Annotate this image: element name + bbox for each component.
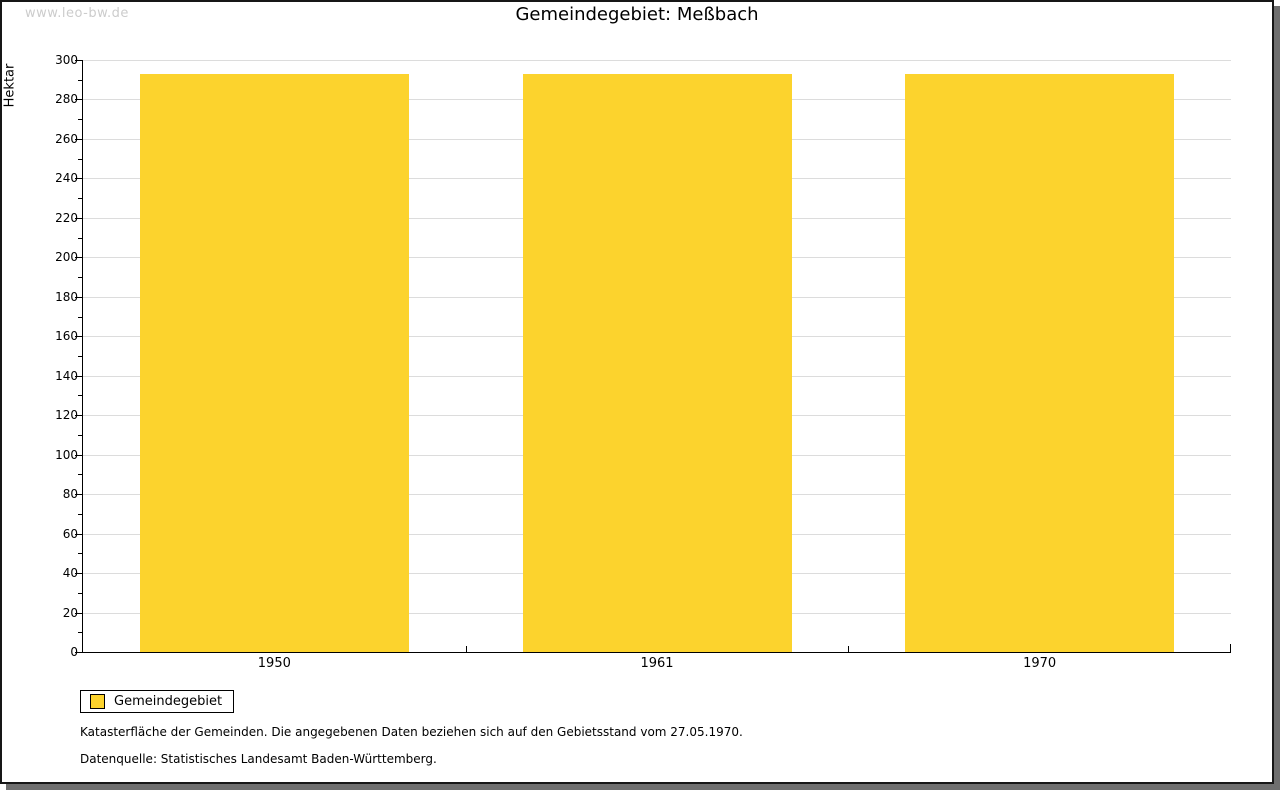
y-axis-major-tick [75, 415, 83, 417]
y-axis-major-tick [75, 217, 83, 219]
y-axis-major-tick [75, 494, 83, 496]
y-axis-tick-label: 140 [55, 368, 78, 383]
y-axis-tick-label: 240 [55, 171, 78, 186]
footer-note: Katasterfläche der Gemeinden. Die angege… [80, 725, 743, 739]
y-axis-tick-label: 60 [62, 526, 78, 541]
y-axis-major-tick [75, 336, 83, 338]
x-axis-boundary-tick [848, 646, 850, 652]
y-axis-tick-label: 0 [70, 645, 78, 659]
y-axis-major-tick [75, 533, 83, 535]
chart-title: Gemeindegebiet: Meßbach [515, 4, 759, 25]
x-axis-tick-label: 1950 [257, 656, 291, 671]
x-axis-tick-label: 1961 [640, 656, 674, 671]
y-axis-tick-label: 120 [55, 408, 78, 423]
y-axis-major-tick [75, 60, 83, 61]
y-axis-major-tick [75, 652, 83, 653]
y-axis-minor-tick [78, 158, 83, 160]
y-axis-major-tick [75, 99, 83, 101]
y-axis-tick-label: 260 [55, 131, 78, 146]
y-axis-minor-tick [78, 79, 83, 81]
bar [905, 73, 1175, 652]
legend-label: Gemeindegebiet [114, 694, 223, 709]
y-axis-tick-label: 200 [55, 250, 78, 265]
legend-swatch [90, 694, 105, 709]
y-axis-tick-label: 180 [55, 289, 78, 304]
y-axis-minor-tick [78, 237, 83, 239]
y-axis-minor-tick [78, 356, 83, 357]
y-axis-major-tick [75, 257, 83, 259]
y-axis-minor-tick [78, 277, 83, 279]
y-axis-major-tick [75, 573, 83, 575]
y-axis-tick-label: 100 [55, 447, 78, 462]
y-axis-tick-label: 80 [62, 487, 78, 502]
x-axis-tick-label: 1970 [1023, 656, 1057, 671]
y-axis-major-tick [75, 375, 83, 377]
gridline [83, 60, 1231, 61]
y-axis-tick-label: 280 [55, 92, 78, 107]
legend-box: Gemeindegebiet [80, 690, 234, 713]
y-axis-tick-label: 160 [55, 329, 78, 344]
y-axis-minor-tick [78, 198, 83, 200]
x-axis-boundary-tick [465, 646, 467, 652]
y-axis-minor-tick [78, 119, 83, 121]
y-axis-major-tick [75, 138, 83, 140]
y-axis-tick-label: 220 [55, 210, 78, 225]
footer-source: Datenquelle: Statistisches Landesamt Bad… [80, 752, 437, 766]
y-axis-minor-tick [78, 632, 83, 634]
y-axis-minor-tick [78, 592, 83, 594]
watermark: www.leo-bw.de [25, 6, 129, 21]
y-axis-minor-tick [78, 553, 83, 555]
y-axis-minor-tick [78, 395, 83, 397]
y-axis-tick-label: 20 [62, 605, 78, 620]
y-axis-minor-tick [78, 434, 83, 436]
y-axis-tick-label: 300 [55, 53, 78, 67]
y-axis-major-tick [75, 454, 83, 456]
y-axis-minor-tick [78, 513, 83, 515]
bar [139, 73, 409, 652]
y-axis-tick-label: 40 [62, 566, 78, 581]
y-axis-title: Hektar [2, 63, 18, 108]
plot-area: 0 20 40 60 80 100 120 140 160 180 200 220 240 260 280 3… [55, 53, 1231, 671]
y-axis-major-tick [75, 178, 83, 180]
y-axis-major-tick [75, 296, 83, 298]
y-axis-major-tick [75, 612, 83, 614]
bar [522, 73, 792, 652]
y-axis-minor-tick [78, 474, 83, 476]
y-axis-minor-tick [78, 316, 83, 318]
x-axis-end-tick [1230, 644, 1231, 652]
